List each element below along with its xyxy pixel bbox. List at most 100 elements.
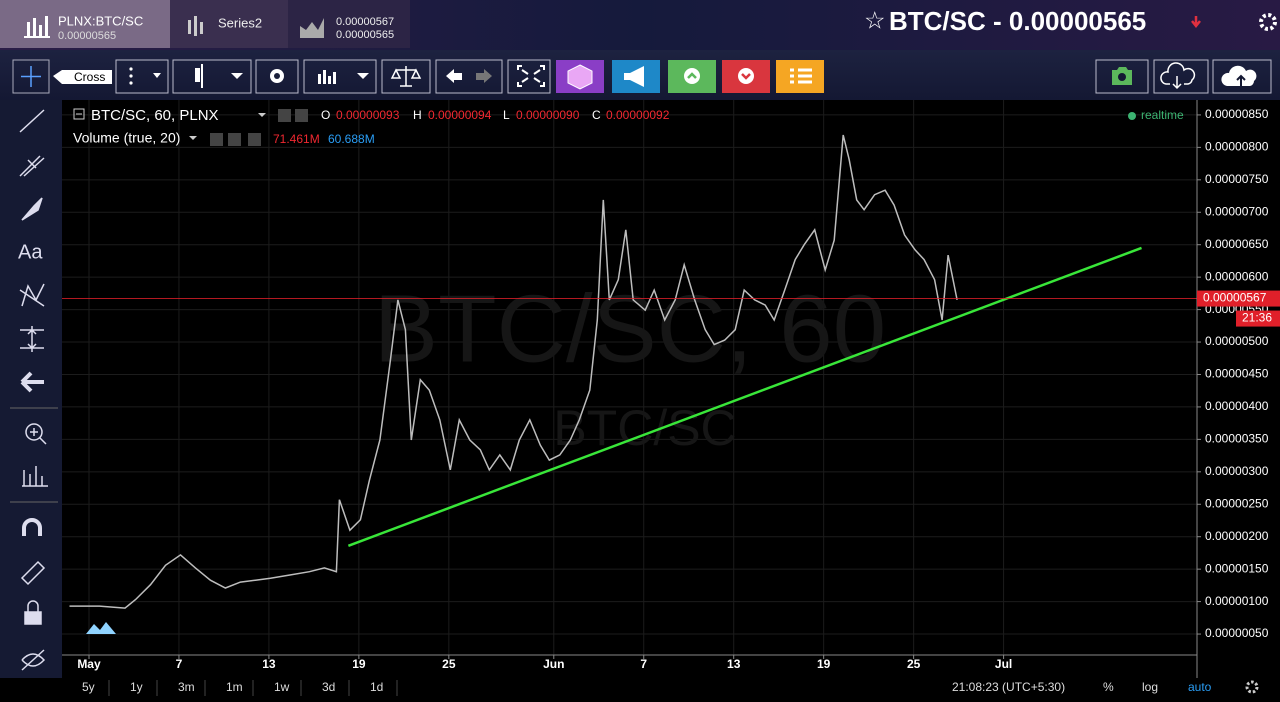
- y-tick-label: 0.00000500: [1205, 334, 1269, 348]
- line-tool[interactable]: [19, 109, 45, 133]
- y-tick-label: 0.00000150: [1205, 561, 1269, 575]
- button[interactable]: [303, 59, 377, 94]
- footer-settings[interactable]: [1245, 680, 1259, 694]
- download-icon: [1160, 62, 1196, 85]
- measure-tool[interactable]: [20, 326, 44, 352]
- tab-symbol: PLNX:BTC/SC: [58, 13, 143, 28]
- button[interactable]: [1153, 59, 1209, 94]
- ohlc-value: 0.00000094: [428, 108, 492, 122]
- button[interactable]: [435, 59, 503, 94]
- button[interactable]: [255, 59, 299, 94]
- ohlc-label: L: [503, 108, 510, 122]
- x-tick-label: 7: [640, 657, 647, 671]
- range-button[interactable]: 1d: [370, 680, 383, 694]
- last-price-tag: [1197, 290, 1280, 307]
- tooltip: [53, 70, 112, 84]
- button[interactable]: [1212, 59, 1272, 94]
- tab-icon: [24, 16, 50, 38]
- pitchfork-tool[interactable]: [19, 155, 45, 177]
- y-tick-label: 0.00000200: [1205, 529, 1269, 543]
- star-icon[interactable]: ☆: [864, 7, 886, 34]
- tab[interactable]: [288, 0, 410, 48]
- x-tick-label: 19: [352, 657, 366, 671]
- collapse-legend[interactable]: [73, 108, 85, 120]
- last-price-label: 0.00000567: [1203, 291, 1267, 305]
- down-chevron: [741, 73, 751, 80]
- y-tick-label: 0.00000400: [1205, 399, 1269, 413]
- page-title: BTC/SC - 0.00000565: [889, 6, 1146, 36]
- zoom-tool[interactable]: [25, 423, 43, 441]
- legend-dropdown[interactable]: [258, 113, 266, 117]
- button[interactable]: [172, 59, 252, 94]
- y-tick-label: 0.00000850: [1205, 107, 1269, 121]
- y-tick-label: 0.00000450: [1205, 367, 1269, 381]
- brush-tool[interactable]: [21, 197, 43, 221]
- volume-legend[interactable]: Volume (true, 20): [73, 130, 180, 146]
- down-arrow-icon: [1191, 16, 1201, 29]
- y-tick-label: 0.00000050: [1205, 626, 1269, 640]
- ohlc-label: C: [592, 108, 601, 122]
- range-button[interactable]: 5y: [82, 680, 95, 694]
- back-tool[interactable]: [20, 371, 44, 393]
- range-button[interactable]: 1y: [130, 680, 143, 694]
- cross-icon: [21, 66, 41, 87]
- text-tool[interactable]: Aa: [18, 241, 43, 263]
- legend-tools: [210, 133, 261, 146]
- ruler-tool[interactable]: [22, 466, 48, 487]
- ohlc-label: H: [413, 108, 422, 122]
- range-button[interactable]: 1m: [226, 680, 243, 694]
- settings-icon[interactable]: [1259, 13, 1277, 31]
- lock-shackle: [27, 600, 39, 612]
- x-tick-label: 25: [442, 657, 456, 671]
- y-tick-label: 0.00000350: [1205, 432, 1269, 446]
- tab-value: 0.00000567: [336, 16, 394, 28]
- button[interactable]: [115, 59, 169, 94]
- y-tick-label: 0.00000100: [1205, 594, 1269, 608]
- tab-icon: [188, 16, 203, 36]
- sidebar-separators: [10, 407, 58, 503]
- price-line: [69, 134, 958, 609]
- ohlc-value: 0.00000093: [336, 108, 400, 122]
- watermark: BTC/SC, 60: [374, 275, 886, 382]
- up-icon: [684, 68, 700, 84]
- upload-icon: [1221, 65, 1257, 86]
- button[interactable]: [381, 59, 431, 94]
- button[interactable]: [507, 59, 551, 94]
- y-tick-label: 0.00000800: [1205, 140, 1269, 154]
- trend-line: [347, 246, 1142, 547]
- range-button[interactable]: 1w: [274, 680, 290, 694]
- logo: [86, 622, 116, 634]
- y-tick-label: 0.00000750: [1205, 172, 1269, 186]
- pattern-tool[interactable]: [19, 283, 45, 307]
- watermark-sub: BTC/SC: [553, 400, 736, 456]
- range-button[interactable]: 3m: [178, 680, 195, 694]
- cross-button[interactable]: [12, 59, 50, 94]
- status-text: realtime: [1141, 108, 1184, 122]
- auto-toggle[interactable]: auto: [1188, 680, 1212, 694]
- tab-price: 0.00000565: [58, 30, 116, 42]
- upload-arrow: [1236, 74, 1246, 86]
- hide-tool[interactable]: [21, 649, 46, 671]
- y-tick-label: 0.00000600: [1205, 269, 1269, 283]
- legend-dropdown[interactable]: [189, 136, 197, 140]
- up-chevron: [687, 72, 697, 79]
- y-tick-label: 0.00000250: [1205, 496, 1269, 510]
- tooltip-text: Cross: [74, 70, 105, 84]
- status-dot: [1128, 112, 1136, 120]
- magnet-tool[interactable]: [22, 518, 42, 536]
- button[interactable]: [1095, 59, 1149, 94]
- x-tick-label: 25: [907, 657, 921, 671]
- chart-area: [62, 100, 1280, 678]
- series-legend[interactable]: BTC/SC, 60, PLNX: [91, 107, 219, 124]
- x-tick-label: Jul: [995, 657, 1012, 671]
- x-tick-label: 19: [817, 657, 831, 671]
- log-toggle[interactable]: log: [1142, 680, 1158, 694]
- ohlc-value: 0.00000092: [606, 108, 670, 122]
- lock-tool[interactable]: [24, 611, 42, 625]
- percent-toggle[interactable]: %: [1103, 680, 1114, 694]
- y-tick-label: 0.00000650: [1205, 237, 1269, 251]
- range-button[interactable]: 3d: [322, 680, 335, 694]
- pencil-lock-tool[interactable]: [20, 560, 46, 586]
- toolbar-buttons: [115, 59, 1272, 94]
